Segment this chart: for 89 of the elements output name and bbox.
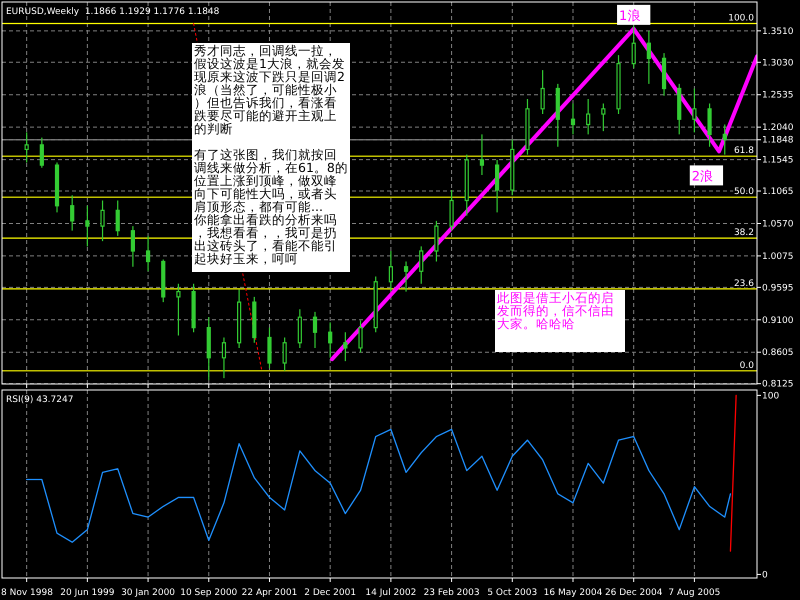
candlestick [267,327,272,369]
candlestick [646,30,651,85]
x-tick-label: 23 Feb 2003 [424,588,480,598]
x-tick-label: 2 Dec 2001 [304,588,356,598]
y-tick-label: 1.3030 [762,58,794,68]
candlestick [449,189,454,232]
candlestick [252,296,256,344]
candlestick [146,235,150,272]
candlestick [525,98,530,156]
candlestick [328,322,332,358]
y-tick-label: 1.0075 [762,252,794,262]
x-tick-label: 20 Jun 1999 [60,588,115,598]
candlestick [464,154,469,216]
candlestick [556,83,560,148]
x-tick-label: 5 Oct 2003 [487,588,538,598]
ref-line-label: 0.0 [740,360,754,371]
line-series [26,428,732,543]
x-tick-label: 30 Jan 2000 [121,588,176,598]
annotation: 1浪 [619,8,640,24]
x-tick-label: 8 Nov 1998 [1,588,54,598]
candlestick [495,159,500,213]
candlestick [191,283,196,333]
candlestick [343,332,348,362]
candlestick [586,98,590,135]
candlestick [298,308,302,349]
ref-line-label: 100.0 [728,14,754,24]
candlestick [540,70,545,115]
y-tick-label: 100 [762,391,780,402]
y-tick-label: 0.9595 [762,283,794,294]
candlestick [692,88,696,133]
text: EURUSD,Weekly 1.1866 1.1929 1.1776 1.1848 [6,7,220,17]
annotation: 此图是借王小石的启发而得的，信不信由大家。哈哈哈 [497,290,614,331]
candlestick [510,139,514,196]
candlestick [206,316,211,381]
ref-line-label: 23.6 [734,278,754,289]
candlestick [677,83,682,135]
candlestick [374,276,378,333]
candlestick [24,132,29,164]
y-tick-label: 0 [762,570,768,580]
candlestick [601,102,606,132]
candlestick [312,311,318,349]
annotation: 2浪 [692,168,714,184]
y-tick-label: 0.8125 [762,380,794,390]
y-tick-label: 1.0570 [762,219,794,230]
x-tick-label: 7 Aug 2005 [668,588,720,598]
candlestick [100,200,105,242]
y-tick-label: 1.1848 [762,136,794,146]
ref-line-label: 61.8 [734,146,754,156]
candlestick [130,225,135,268]
candlestick [707,102,712,148]
candlestick [85,205,90,247]
annotation: 秀才同志，回调线一拉，假设这波是1大浪，就会发现原来这波下跌只是回调2浪（当然了，可能性极小）但也告诉我们，看涨看跌要尽可能的避开主观上的判断 [194,43,345,136]
candlestick [388,250,393,292]
y-tick-label: 1.3510 [762,26,794,37]
x-tick-label: 16 May 2004 [544,588,603,598]
candlestick [662,52,666,96]
candlestick [404,260,408,292]
candlestick [722,124,727,156]
candlestick [70,194,74,232]
candlestick [480,134,484,176]
candlestick [161,258,166,303]
candlestick [419,246,424,284]
ref-line-label: 50.0 [734,187,754,198]
y-tick-label: 1.2535 [762,90,794,101]
annotation: 你能拿出看跌的分析来吗，我想看看，，我可是扔出这砖头了，看能不能引起块好玉来，呵呵 [193,212,337,266]
candlestick [282,336,287,372]
y-tick-label: 0.8605 [762,348,794,358]
candlestick [358,320,363,354]
candlestick [434,220,439,262]
candlestick [116,200,120,237]
y-tick-label: 0.9100 [762,316,794,326]
candlestick [40,137,44,168]
y-tick-label: 1.1545 [762,156,794,166]
y-tick-label: 1.2040 [762,123,794,134]
text: RSI(9) 43.7247 [6,395,74,405]
annotation: 有了这张图，我们就按回调线来做分析，在61。8的位置上涨到顶峰，做双峰向下可能性大吗，或者头肩顶形态，都有可能... [194,147,348,214]
candlestick [222,336,226,379]
candlestick [570,102,576,135]
candlestick [176,283,181,336]
x-tick-label: 10 Sep 2000 [180,588,238,598]
x-tick-label: 22 Apr 2001 [242,588,298,598]
x-tick-label: 14 Jul 2002 [365,588,416,598]
ref-line-label: 38.2 [734,228,754,238]
candlestick [54,162,60,213]
candlestick [237,289,242,349]
x-tick-label: 26 Dec 2004 [604,588,663,598]
candlestick [616,54,621,115]
y-tick-label: 1.1065 [762,187,794,198]
candlestick [632,24,636,69]
